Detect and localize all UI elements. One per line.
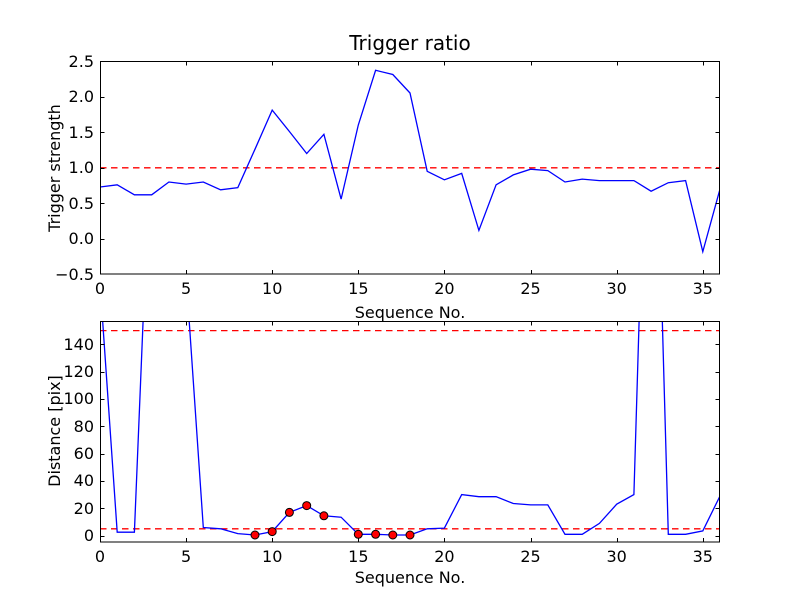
y-tick-label: 120: [63, 362, 94, 382]
x-tick-label: 5: [181, 278, 192, 298]
y-tick-label: 1.0: [68, 158, 94, 178]
x-tick-label: 10: [262, 546, 283, 566]
data-line: [101, 321, 720, 536]
y-tick-label: 0.0: [68, 229, 94, 249]
x-tick-label: 25: [520, 546, 541, 566]
plot-spine: [100, 61, 720, 275]
y-tick-label: 40: [73, 471, 94, 491]
xlabel-bottom-sequence-no: Sequence No.: [354, 568, 466, 587]
data-point-marker: [319, 511, 329, 521]
data-point-marker: [250, 530, 260, 540]
chart-title: Trigger ratio: [349, 31, 471, 55]
x-tick-label: 35: [692, 278, 713, 298]
data-point-marker: [267, 527, 277, 537]
data-point-marker: [353, 529, 363, 539]
x-tick-label: 15: [348, 546, 369, 566]
x-tick-label: 20: [434, 546, 455, 566]
data-point-marker: [284, 507, 294, 517]
x-tick-label: 15: [348, 278, 369, 298]
data-point-marker: [405, 530, 415, 540]
x-tick-label: 10: [262, 278, 283, 298]
xlabel-top-sequence-no: Sequence No.: [354, 303, 466, 322]
data-line: [100, 69, 720, 255]
y-tick-label: 0: [83, 526, 94, 546]
top-chart-canvas: [100, 61, 720, 275]
x-tick-label: 35: [692, 546, 713, 566]
axis-ticks: [100, 321, 720, 543]
y-tick-label: 0.5: [68, 193, 94, 213]
y-tick-label: 140: [63, 334, 94, 354]
x-tick-label: 30: [606, 546, 627, 566]
y-tick-label: 80: [73, 416, 94, 436]
x-tick-label: 0: [94, 546, 106, 566]
y-tick-label: 20: [73, 498, 94, 518]
y-tick-label: 2.0: [68, 87, 94, 107]
y-tick-label: 1.5: [68, 122, 94, 142]
x-tick-label: 5: [181, 546, 192, 566]
x-tick-label: 30: [606, 278, 627, 298]
x-tick-label: 25: [520, 278, 541, 298]
data-point-marker: [302, 501, 312, 511]
y-tick-label: 100: [63, 389, 94, 409]
y-tick-label: 60: [73, 444, 94, 464]
data-point-marker: [388, 530, 398, 540]
x-tick-label: 20: [434, 278, 455, 298]
y-tick-label: 2.5: [68, 51, 94, 71]
y-tick-label: −0.5: [55, 265, 94, 284]
plot-spine: [100, 321, 720, 543]
bottom-chart-canvas: [100, 321, 720, 543]
data-point-marker: [371, 529, 381, 539]
x-tick-label: 0: [94, 278, 106, 298]
